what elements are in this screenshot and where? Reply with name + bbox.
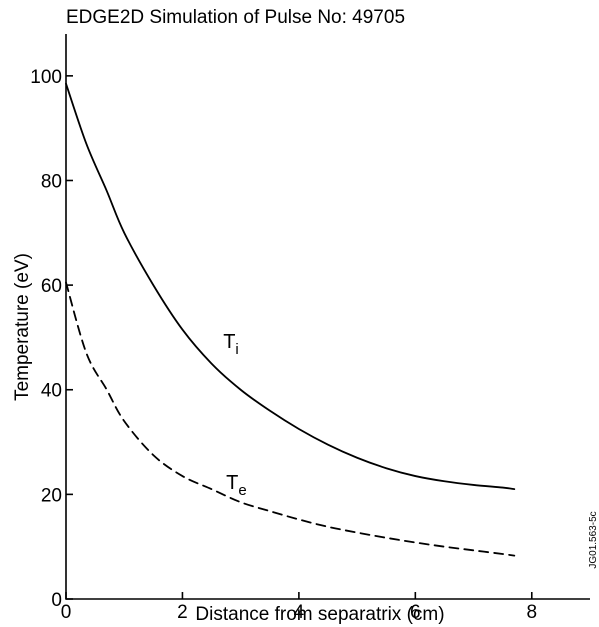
x-tick-label-0: 0: [61, 602, 72, 623]
axis-ticks: 0 20 40 60 80 100 0 2 4 6 8: [30, 67, 537, 623]
y-tick-label-20: 20: [41, 485, 62, 506]
chart-title: EDGE2D Simulation of Pulse No: 49705: [66, 7, 405, 28]
series-line-te: [65, 281, 516, 557]
series-line-ti: [65, 82, 516, 491]
x-axis-title: Distance from separatrix (cm): [195, 604, 444, 625]
y-tick-label-100: 100: [30, 67, 62, 88]
x-tick-label-8: 8: [526, 602, 537, 623]
series-label-main-te: T: [226, 472, 238, 494]
x-tick-label-6: 6: [410, 602, 421, 623]
x-tick-label-2: 2: [177, 602, 188, 623]
series-layer: [65, 82, 516, 557]
figure-reference-code: JG01.563-5c: [588, 511, 599, 568]
axes: [65, 34, 590, 600]
series-label-sub-te: e: [238, 482, 246, 499]
x-tick-label-4: 4: [294, 602, 305, 623]
axis-frame: [65, 34, 590, 600]
y-tick-label-60: 60: [41, 276, 62, 297]
y-tick-label-0: 0: [51, 590, 62, 611]
series-label-te: Te: [226, 472, 247, 499]
series-label-ti: Ti: [223, 331, 239, 358]
y-tick-label-40: 40: [41, 381, 62, 402]
y-axis-title: Temperature (eV): [12, 253, 33, 401]
y-tick-label-80: 80: [41, 171, 62, 192]
series-label-sub-ti: i: [235, 341, 238, 358]
series-label-main-ti: T: [223, 331, 235, 353]
